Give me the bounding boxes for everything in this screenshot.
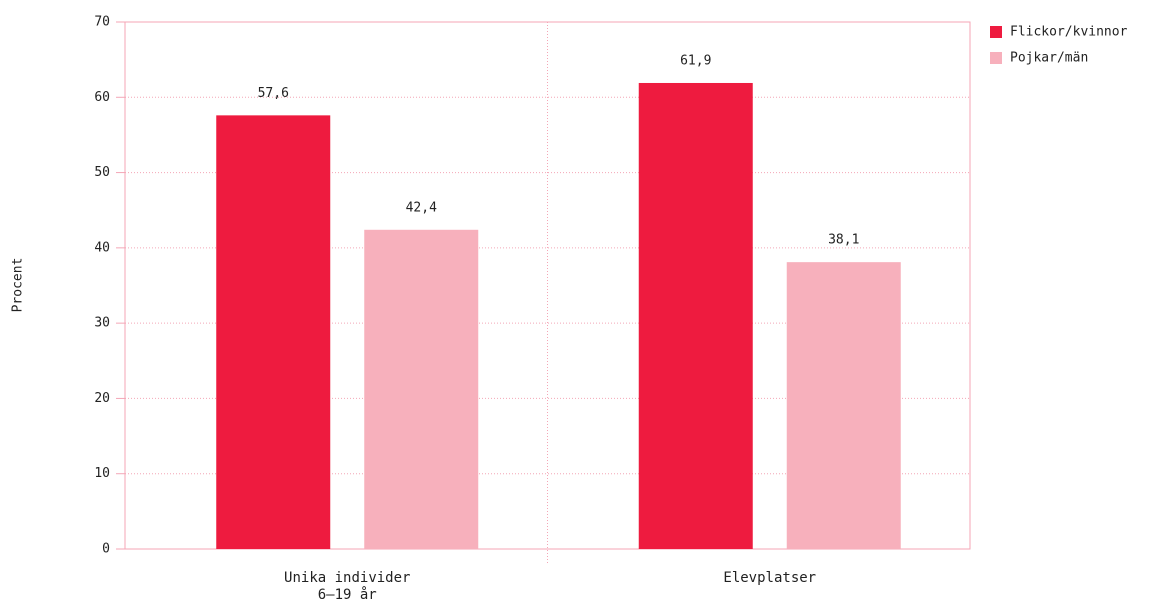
y-tick-label: 70	[94, 15, 110, 30]
x-tick-label: Elevplatser	[723, 570, 817, 586]
x-tick-label: Unika individer 6–19 år	[284, 570, 411, 603]
y-tick-label: 10	[94, 466, 110, 481]
bar	[364, 229, 479, 549]
y-axis-title: Procent	[11, 258, 26, 313]
legend-swatch	[990, 26, 1002, 38]
legend-label: Pojkar/män	[1010, 51, 1088, 66]
value-label: 38,1	[828, 233, 859, 248]
legend-swatch	[990, 52, 1002, 64]
plot-border	[124, 21, 971, 550]
legend-label: Flickor/kvinnor	[1010, 25, 1128, 40]
value-label: 57,6	[258, 86, 289, 101]
value-label: 61,9	[680, 53, 711, 68]
bar	[638, 82, 753, 549]
y-tick-label: 50	[94, 165, 110, 180]
y-tick-label: 40	[94, 240, 110, 255]
bar	[216, 115, 331, 550]
y-tick-label: 0	[102, 542, 110, 557]
y-tick-label: 60	[94, 90, 110, 105]
y-tick-label: 30	[94, 316, 110, 331]
bar	[786, 262, 901, 549]
y-tick-label: 20	[94, 391, 110, 406]
value-label: 42,4	[406, 200, 437, 215]
